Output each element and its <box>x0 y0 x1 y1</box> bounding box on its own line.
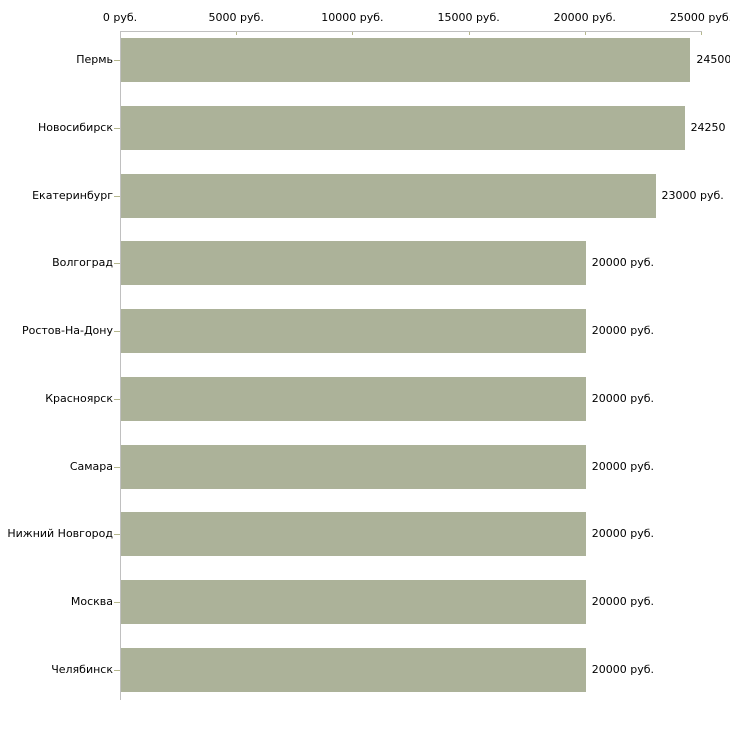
category-label: Ростов-На-Дону <box>21 324 113 338</box>
row-tick-mark <box>114 60 120 61</box>
category-label: Красноярск <box>45 391 113 405</box>
row-tick-mark <box>114 399 120 400</box>
y-axis-line <box>120 31 121 700</box>
category-label: Екатеринбург <box>32 188 113 202</box>
value-label: 23000 руб. <box>661 188 724 202</box>
category-label: Пермь <box>76 53 113 66</box>
row-tick-mark <box>114 196 120 197</box>
value-label: 24500 руб. <box>696 53 730 66</box>
value-label: 24250 руб. <box>690 120 730 134</box>
row-tick-mark <box>114 331 120 332</box>
category-label: Волгоград <box>52 256 113 270</box>
x-tick-mark <box>584 31 586 35</box>
x-tick-mark <box>468 31 470 35</box>
x-axis-line <box>120 31 702 32</box>
x-tick-mark <box>352 31 354 35</box>
bar <box>121 241 586 286</box>
value-label: 20000 руб. <box>591 527 655 541</box>
x-tick-label: 25000 руб. <box>669 11 730 24</box>
category-label: Нижний Новгород <box>7 527 113 541</box>
bar <box>121 309 586 354</box>
value-label: 20000 руб. <box>591 459 655 473</box>
bar <box>121 173 656 218</box>
value-label: 20000 руб. <box>591 324 655 338</box>
bar <box>121 105 685 150</box>
value-label: 20000 руб. <box>591 391 655 405</box>
x-tick-label: 20000 руб. <box>553 11 616 24</box>
category-label: Москва <box>70 595 113 609</box>
category-label: Новосибирск <box>37 120 113 134</box>
bar <box>121 376 586 421</box>
value-label: 20000 руб. <box>591 595 655 609</box>
value-label: 20000 руб. <box>591 256 655 270</box>
bar <box>121 444 586 489</box>
x-tick-label: 10000 руб. <box>321 11 384 24</box>
x-tick-mark <box>236 31 238 35</box>
row-tick-mark <box>114 263 120 264</box>
category-label: Челябинск <box>51 663 113 677</box>
x-tick-label: 15000 руб. <box>437 11 500 24</box>
x-tick-label: 0 руб. <box>102 11 138 24</box>
bar <box>121 580 586 625</box>
x-tick-mark <box>701 31 702 35</box>
row-tick-mark <box>114 534 120 535</box>
bar <box>121 512 586 557</box>
category-label: Самара <box>69 459 113 473</box>
value-label: 20000 руб. <box>591 663 655 677</box>
bar <box>121 648 586 693</box>
x-tick-label: 5000 руб. <box>208 11 264 24</box>
bar <box>121 38 691 82</box>
row-tick-mark <box>114 602 120 603</box>
row-tick-mark <box>114 467 120 468</box>
row-tick-mark <box>114 670 120 671</box>
row-tick-mark <box>114 128 120 129</box>
